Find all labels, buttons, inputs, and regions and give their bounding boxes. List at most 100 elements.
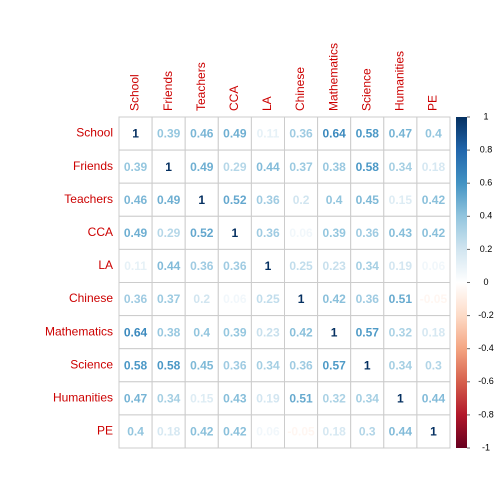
- row-label: Mathematics: [45, 324, 113, 338]
- colorbar-tick-label: -0.6: [478, 376, 494, 386]
- cell: [217, 414, 252, 449]
- column-label: Chinese: [293, 67, 307, 111]
- cell-value: 0.49: [190, 160, 214, 174]
- cell: [284, 215, 319, 250]
- cell-value: 0.34: [356, 392, 380, 406]
- cell-value: 0.42: [422, 226, 446, 240]
- column-label: Science: [359, 68, 373, 111]
- cell: [217, 348, 252, 383]
- cell: [317, 315, 352, 350]
- cell-value: 0.38: [322, 160, 346, 174]
- cell-value: 0.4: [193, 325, 210, 339]
- cell-value: 0.29: [157, 226, 181, 240]
- cell-value: 0.2: [193, 292, 210, 306]
- cell-value: 0.36: [256, 226, 280, 240]
- cell: [350, 248, 385, 283]
- column-label: PE: [426, 95, 440, 111]
- cell: [383, 315, 418, 350]
- cell-value: 1: [397, 392, 404, 406]
- cell-value: 0.52: [223, 193, 247, 207]
- cell: [284, 116, 319, 151]
- cell-value: 0.34: [389, 160, 413, 174]
- cell: [217, 315, 252, 350]
- cell-value: 1: [364, 358, 371, 372]
- cell-value: 0.49: [223, 127, 247, 141]
- column-label: LA: [260, 96, 274, 111]
- cell-value: 0.49: [157, 193, 181, 207]
- cell: [383, 149, 418, 184]
- colorbar-tick-label: -0.8: [478, 409, 494, 419]
- cell-value: 0.37: [289, 160, 313, 174]
- cell-value: 0.51: [289, 392, 313, 406]
- row-label: School: [76, 126, 113, 140]
- cell: [350, 348, 385, 383]
- cell-value: 1: [232, 226, 239, 240]
- cell: [317, 215, 352, 250]
- cell-value: 0.39: [223, 325, 247, 339]
- cell: [317, 414, 352, 449]
- cell-value: 0.47: [389, 127, 413, 141]
- cell-value: 0.18: [322, 425, 346, 439]
- cell: [383, 381, 418, 416]
- cell-value: 0.44: [422, 392, 446, 406]
- cell-value: 0.3: [359, 425, 376, 439]
- cell-value: 0.36: [223, 358, 247, 372]
- colorbar-tick-label: 0.6: [480, 178, 493, 188]
- colorbar-tick-label: -0.2: [478, 310, 494, 320]
- cell: [284, 414, 319, 449]
- cell-value: 0.23: [322, 259, 346, 273]
- cell-value: 0.58: [157, 358, 181, 372]
- column-label: CCA: [227, 86, 241, 111]
- cell-value: 0.15: [190, 392, 214, 406]
- cell-value: 0.38: [157, 325, 181, 339]
- cell-value: 0.11: [257, 127, 280, 141]
- cell-value: 0.64: [124, 325, 148, 339]
- cell-value: 1: [265, 259, 272, 273]
- cell-value: 0.37: [157, 292, 181, 306]
- row-label: Friends: [73, 159, 113, 173]
- cell: [184, 282, 219, 317]
- cell-value: -0.05: [287, 425, 315, 439]
- cell: [184, 414, 219, 449]
- colorbar-tick-label: 0.8: [480, 144, 493, 154]
- colorbar-tick-label: 0.2: [480, 244, 493, 254]
- cell-value: 0.64: [322, 127, 346, 141]
- cell-value: 0.49: [124, 226, 148, 240]
- cell-value: 0.11: [124, 259, 147, 273]
- cell-value: 0.23: [256, 325, 280, 339]
- row-label: Chinese: [69, 291, 113, 305]
- cell: [151, 149, 186, 184]
- cell-value: 1: [198, 193, 205, 207]
- row-label: Teachers: [64, 192, 113, 206]
- cell: [284, 149, 319, 184]
- cell: [151, 116, 186, 151]
- cell: [118, 315, 153, 350]
- cell-value: 0.45: [356, 193, 380, 207]
- cell-value: 0.39: [157, 127, 181, 141]
- cell: [350, 116, 385, 151]
- cell-value: 0.06: [256, 425, 280, 439]
- cell-value: 0.36: [190, 259, 214, 273]
- cell: [416, 348, 451, 383]
- cell-value: 0.47: [124, 392, 148, 406]
- cell: [416, 182, 451, 217]
- cell-value: 0.36: [356, 292, 380, 306]
- cell-value: 0.42: [223, 425, 247, 439]
- cell: [284, 315, 319, 350]
- cell-value: 0.46: [190, 127, 214, 141]
- colorbar-tick-label: -1: [482, 442, 490, 452]
- row-label: Science: [70, 357, 113, 371]
- cell: [383, 348, 418, 383]
- cell: [383, 282, 418, 317]
- cell-value: 0.46: [124, 193, 148, 207]
- row-label: CCA: [88, 225, 113, 239]
- cell: [250, 282, 285, 317]
- cell: [317, 248, 352, 283]
- cell: [416, 248, 451, 283]
- cell-value: 1: [298, 292, 305, 306]
- cell-value: 0.34: [356, 259, 380, 273]
- colorbar-tick-label: 0: [483, 277, 488, 287]
- cell-value: 0.39: [124, 160, 148, 174]
- cell-value: 0.36: [289, 127, 313, 141]
